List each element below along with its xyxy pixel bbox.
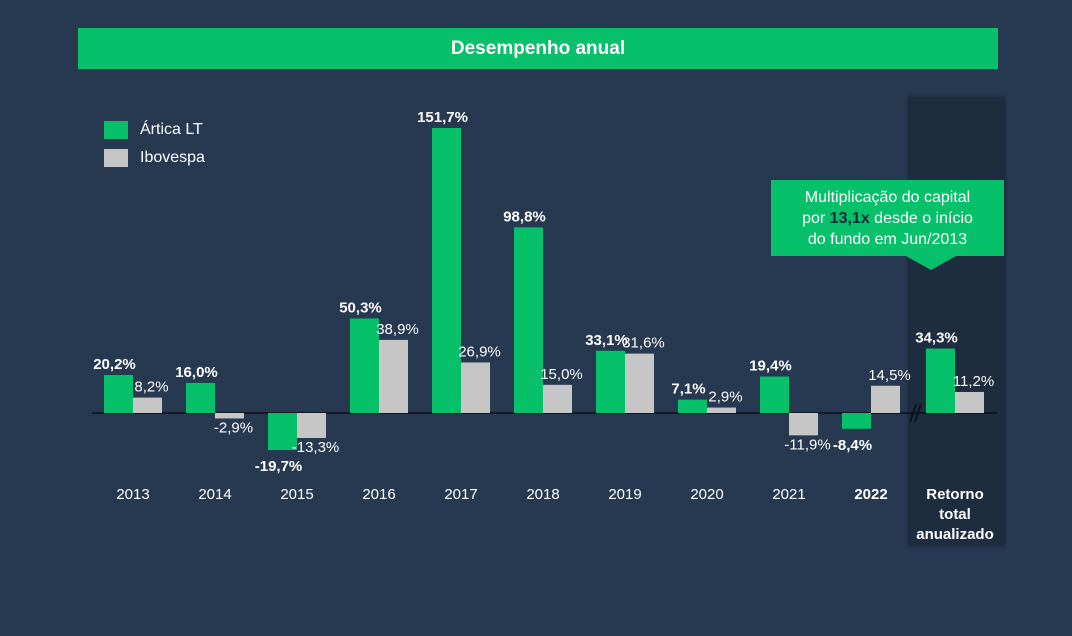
x-tick-label: Retorno — [926, 486, 984, 503]
callout-line-2-prefix: por — [802, 209, 830, 227]
bar-ibovespa-2019 — [625, 353, 654, 413]
legend-swatch-artica — [104, 121, 128, 139]
x-tick-label: 2015 — [280, 486, 313, 503]
bar-ibovespa-2020 — [707, 407, 736, 413]
data-label-ibovespa: 26,9% — [458, 343, 501, 360]
bar-ibovespa-retorno-total-anualizado — [955, 391, 984, 413]
bar-ibovespa-2017 — [461, 362, 490, 413]
data-label-ibovespa: -13,3% — [292, 439, 340, 456]
x-tick-label: anualizado — [916, 526, 994, 543]
x-tick-label: 2019 — [608, 486, 641, 503]
bar-ibovespa-2015 — [297, 413, 326, 438]
bar-artica-2019 — [596, 350, 625, 413]
chart-title: Desempenho anual — [450, 37, 626, 59]
chart-title-bar: Desempenho anual — [78, 28, 998, 69]
legend-item-ibovespa: Ibovespa — [104, 144, 205, 172]
bar-artica-2017 — [432, 127, 461, 414]
bar-artica-2014 — [186, 382, 215, 413]
bar-artica-retorno-total-anualizado — [926, 348, 955, 413]
data-label-artica: -19,7% — [255, 458, 303, 475]
legend: Ártica LT Ibovespa — [104, 116, 205, 172]
bar-artica-2021 — [760, 376, 789, 413]
legend-label-artica: Ártica LT — [140, 121, 203, 138]
legend-item-artica: Ártica LT — [104, 116, 205, 144]
x-tick-label: 2021 — [772, 486, 805, 503]
bar-ibovespa-2013 — [133, 397, 162, 413]
bar-artica-2015 — [268, 413, 297, 451]
bar-ibovespa-2021 — [789, 413, 818, 436]
bar-ibovespa-2014 — [215, 413, 244, 419]
data-label-artica: -8,4% — [833, 437, 872, 454]
x-tick-label: 2013 — [116, 486, 149, 503]
data-label-artica: 19,4% — [749, 358, 792, 375]
capital-multiplication-callout: Multiplicação do capital por 13,1x desde… — [771, 180, 1004, 256]
data-label-artica: 98,8% — [503, 208, 546, 225]
legend-swatch-ibovespa — [104, 149, 128, 167]
legend-label-ibovespa: Ibovespa — [140, 149, 205, 166]
data-label-ibovespa: 38,9% — [376, 321, 419, 338]
x-tick-label: 2016 — [362, 486, 395, 503]
data-label-ibovespa: -2,9% — [214, 419, 253, 436]
data-label-artica: 151,7% — [417, 109, 468, 126]
bar-artica-2013 — [104, 375, 133, 413]
axis-break-mark-right — [914, 403, 922, 423]
bar-ibovespa-2018 — [543, 384, 572, 413]
data-label-ibovespa: 11,2% — [953, 373, 994, 390]
x-tick-label: 2014 — [198, 486, 231, 503]
bar-ibovespa-2022 — [871, 385, 900, 413]
bar-artica-2016 — [350, 318, 379, 413]
bar-artica-2022 — [842, 413, 871, 429]
data-label-ibovespa: 2,9% — [708, 389, 742, 406]
callout-line-2: por 13,1x desde o início — [771, 208, 1004, 229]
data-label-ibovespa: -11,9% — [784, 436, 830, 453]
bar-artica-2020 — [678, 399, 707, 413]
data-label-artica: 7,1% — [671, 381, 705, 398]
data-label-artica: 16,0% — [175, 364, 218, 381]
callout-multiplier: 13,1x — [829, 209, 870, 227]
data-label-artica: 20,2% — [93, 356, 136, 373]
callout-pointer — [906, 256, 956, 270]
x-tick-label: total — [939, 506, 971, 523]
x-tick-label: 2017 — [444, 486, 477, 503]
bar-ibovespa-2016 — [379, 339, 408, 413]
callout-line-1: Multiplicação do capital — [804, 188, 971, 206]
data-label-artica: 33,1% — [585, 332, 628, 349]
data-label-ibovespa: 14,5% — [868, 367, 911, 384]
x-tick-label: 2018 — [526, 486, 559, 503]
bar-artica-2018 — [514, 227, 543, 413]
data-label-ibovespa: 31,6% — [622, 335, 665, 352]
annualized-highlight-panel — [908, 97, 1005, 546]
data-label-ibovespa: 8,2% — [134, 379, 168, 396]
data-label-artica: 34,3% — [915, 330, 958, 347]
x-tick-label: 2022 — [854, 486, 887, 503]
data-label-artica: 50,3% — [339, 299, 382, 316]
x-tick-label: 2020 — [690, 486, 723, 503]
callout-line-2-suffix: desde o início — [869, 209, 973, 227]
axis-break-mark-left — [909, 403, 917, 423]
data-label-ibovespa: 15,0% — [540, 366, 583, 383]
callout-line-3: do fundo em Jun/2013 — [807, 230, 968, 248]
